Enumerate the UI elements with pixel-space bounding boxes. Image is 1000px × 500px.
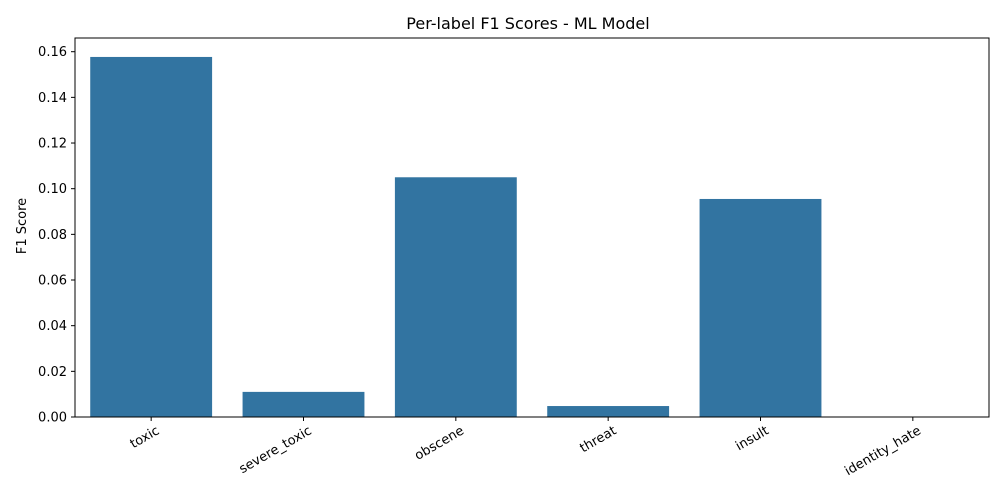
x-tick-label: identity_hate xyxy=(842,423,923,479)
y-axis-label: F1 Score xyxy=(15,198,30,254)
x-tick-label: obscene xyxy=(412,423,467,463)
x-tick-label: insult xyxy=(733,423,771,454)
y-tick-label: 0.14 xyxy=(38,91,67,106)
x-tick-label: threat xyxy=(577,423,619,456)
y-tick-label: 0.00 xyxy=(38,411,67,426)
y-tick-label: 0.08 xyxy=(38,228,67,243)
bar-obscene xyxy=(394,177,517,417)
plot-frame xyxy=(74,37,990,418)
x-tick-label: severe_toxic xyxy=(237,423,315,477)
chart-title: Per-label F1 Scores - ML Model xyxy=(406,14,649,33)
bar-toxic xyxy=(90,56,213,417)
bars-group xyxy=(90,56,822,417)
bar-severe_toxic xyxy=(242,391,365,417)
y-tick-label: 0.04 xyxy=(38,319,67,334)
y-axis-ticks: 0.00 0.02 0.04 0.06 0.08 0.10 0.12 0.14 0.16 xyxy=(38,45,75,426)
x-axis-ticks: toxic severe_toxic obscene threat insult iden… xyxy=(128,417,924,479)
bar-insult xyxy=(699,198,822,417)
y-tick-label: 0.12 xyxy=(38,137,67,152)
x-tick-label: toxic xyxy=(128,423,162,452)
y-tick-label: 0.16 xyxy=(38,45,67,60)
bar-threat xyxy=(547,406,670,417)
y-tick-label: 0.10 xyxy=(38,182,67,197)
y-tick-label: 0.02 xyxy=(38,365,67,380)
y-tick-label: 0.06 xyxy=(38,274,67,289)
